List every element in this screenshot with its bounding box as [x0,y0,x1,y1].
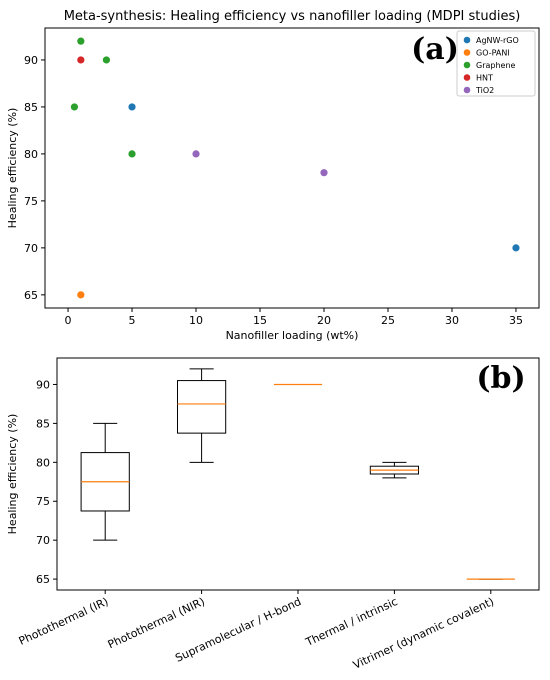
legend-label-hnt: HNT [476,74,493,83]
legend-label-agnw-rgo: AgNW-rGO [476,36,519,45]
x-tick-label: Photothermal (IR) [17,595,111,648]
panel-b-boxplot: 65 70 75 80 85 90 Photothermal (IR)Phototherma… [6,357,540,672]
x-tick-label: 15 [253,314,267,327]
x-tick-label: 30 [445,314,459,327]
x-tick-label: 35 [509,314,523,327]
y-tick-label: 90 [24,54,38,67]
x-tick-label: 20 [317,314,331,327]
legend-frame [456,30,536,97]
chart-a-points [70,37,520,299]
panel-a-label: (a) [411,32,459,67]
chart-a-xlabel: Nanofiller loading (wt%) [226,329,359,342]
point-graphene [128,150,136,158]
x-tick-label: 10 [189,314,203,327]
y-tick-label: 85 [24,101,38,114]
chart-b-frame [56,357,540,591]
point-agnw-rgo [128,103,136,111]
y-tick-label: 70 [24,242,38,255]
point-tio2 [192,150,200,158]
y-tick-label: 65 [36,573,50,586]
x-tick-label: 25 [381,314,395,327]
y-tick-label: 70 [36,534,50,547]
x-tick-label: Photothermal (NIR) [106,595,207,651]
chart-b-ticks: 65 70 75 80 85 90 Photothermal (IR)Phototherma… [17,378,496,671]
x-tick-label: 0 [65,314,72,327]
chart-a-frame [44,27,540,309]
box-photothermal-ir [80,422,130,541]
point-graphene [77,37,85,45]
box-body [177,380,227,434]
chart-a-legend: AgNW-rGO GO-PANI Graphene HNT TiO2 [456,30,536,97]
point-graphene [70,103,79,111]
panel-b-label: (b) [476,361,525,396]
legend-label-graphene: Graphene [476,61,516,70]
y-tick-label: 75 [36,495,50,508]
chart-a-title: Meta-synthesis: Healing efficiency vs na… [64,9,521,24]
legend-label-tio2: TiO2 [475,86,494,95]
legend-marker-tio2 [463,86,471,94]
x-tick-label: Thermal / intrinsic [303,595,400,649]
chart-b-ylabel: Healing efficiency (%) [6,414,19,535]
y-tick-label: 90 [36,378,50,391]
x-tick-label: 5 [129,314,136,327]
y-tick-label: 80 [24,148,38,161]
legend-marker-graphene [463,61,471,69]
legend-label-go-pani: GO-PANI [476,49,510,58]
y-tick-label: 85 [36,417,50,430]
legend-marker-go-pani [463,49,471,56]
point-hnt [77,56,85,64]
point-graphene [102,56,111,64]
chart-a-ticks: 0 5 10 15 20 25 30 35 65 70 75 80 85 90 [24,54,523,327]
y-tick-label: 65 [24,289,38,302]
panel-a-scatter: Meta-synthesis: Healing efficiency vs na… [6,9,540,342]
legend-marker-hnt [463,74,471,81]
box-thermal-intrinsic [369,461,419,479]
box-photothermal-nir [177,368,227,463]
legend-marker-agnw-rgo [463,36,471,44]
y-tick-label: 80 [36,456,50,469]
point-go-pani [77,291,85,299]
chart-a-ylabel: Healing efficiency (%) [6,108,19,229]
point-agnw-rgo [512,244,520,252]
point-tio2 [320,169,328,177]
chart-b-boxes [80,368,515,580]
y-tick-label: 75 [24,195,38,208]
